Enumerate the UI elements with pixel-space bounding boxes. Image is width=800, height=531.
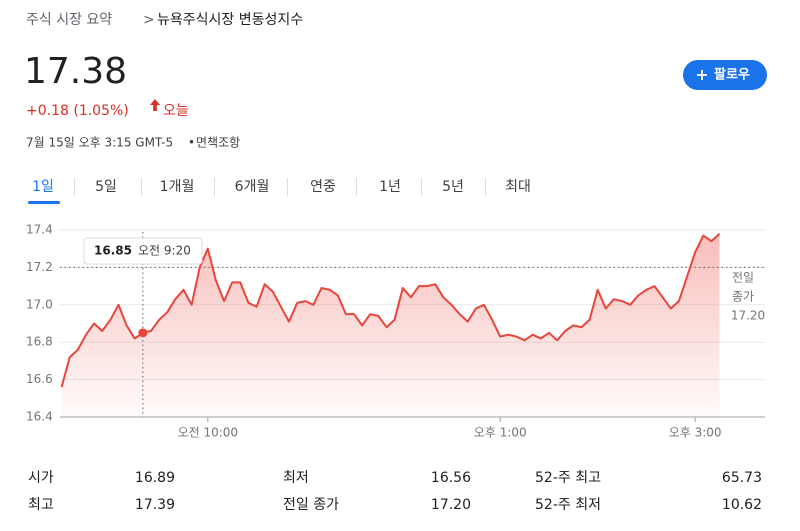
tooltip-time: 오전 9:20 <box>138 244 191 258</box>
y-tick-label: 16.8 <box>26 335 53 349</box>
up-arrow-icon <box>150 99 160 111</box>
tab[interactable]: 6개월 <box>235 179 270 195</box>
x-tick-label: 오후 3:00 <box>669 426 722 440</box>
tab[interactable]: 5년 <box>442 179 464 195</box>
stat-label: 전일 종가 <box>283 497 339 513</box>
stat-label: 52-주 최저 <box>535 497 601 513</box>
y-tick-label: 17.2 <box>26 260 53 274</box>
stat-label: 최저 <box>283 470 309 486</box>
stat-value: 17.39 <box>135 497 175 513</box>
chart: 16.4 16.6 16.8 17.0 17.2 17.4 오전 10:00 오후 1:00 오… <box>26 223 765 440</box>
tooltip-value: 16.85 <box>94 244 132 258</box>
y-tick-label: 17.0 <box>26 297 53 311</box>
x-tick-label: 오전 10:00 <box>178 426 238 440</box>
stat-value: 65.73 <box>722 470 762 486</box>
bullet: • <box>188 136 195 150</box>
reference-label: 종가 <box>732 290 754 304</box>
x-tick-label: 오후 1:00 <box>474 426 527 440</box>
stat-value: 16.89 <box>135 470 175 486</box>
tab[interactable]: 1일 <box>32 179 54 195</box>
stat-label: 52-주 최고 <box>535 470 601 486</box>
breadcrumb-separator: > <box>143 12 155 28</box>
tab[interactable]: 최대 <box>505 179 531 195</box>
follow-label[interactable]: 팔로우 <box>714 68 750 83</box>
stat-value: 10.62 <box>722 497 762 513</box>
tooltip-box <box>83 237 203 265</box>
reference-label: 전일 <box>732 271 754 285</box>
plus-icon <box>697 70 707 80</box>
hover-point <box>138 328 148 338</box>
area <box>61 233 720 417</box>
price: 17.38 <box>24 51 127 92</box>
follow-button[interactable] <box>683 60 767 90</box>
price-change: +0.18 (1.05%) <box>26 103 129 119</box>
tab-underline <box>28 201 60 204</box>
stat-value: 17.20 <box>431 497 471 513</box>
breadcrumb-current: 뉴욕주식시장 변동성지수 <box>157 12 303 28</box>
breadcrumb-parent[interactable]: 주식 시장 요약 <box>26 12 112 28</box>
tab[interactable]: 1년 <box>379 179 401 195</box>
y-tick-label: 16.6 <box>26 372 53 386</box>
stat-label: 시가 <box>28 470 54 486</box>
tab[interactable]: 5일 <box>95 179 117 195</box>
timestamp: 7월 15일 오후 3:15 GMT-5 <box>26 136 173 150</box>
stats: 시가 16.89 최저 16.56 52-주 최고 65.73 최고 17.39 전일 종가 17… <box>28 470 762 513</box>
y-tick-label: 16.4 <box>26 410 53 424</box>
stat-value: 16.56 <box>431 470 471 486</box>
price-line <box>60 232 721 388</box>
tab[interactable]: 1개월 <box>160 179 195 195</box>
disclaimer-link[interactable]: 면책조항 <box>196 135 240 150</box>
reference-value: 17.20 <box>731 309 765 323</box>
y-tick-label: 17.4 <box>26 223 53 237</box>
stat-label: 최고 <box>28 497 54 513</box>
tab[interactable]: 연중 <box>310 179 336 195</box>
tabs: 1일 5일 1개월 6개월 연중 1년 5년 최대 <box>28 178 531 204</box>
period: 오늘 <box>163 103 189 119</box>
